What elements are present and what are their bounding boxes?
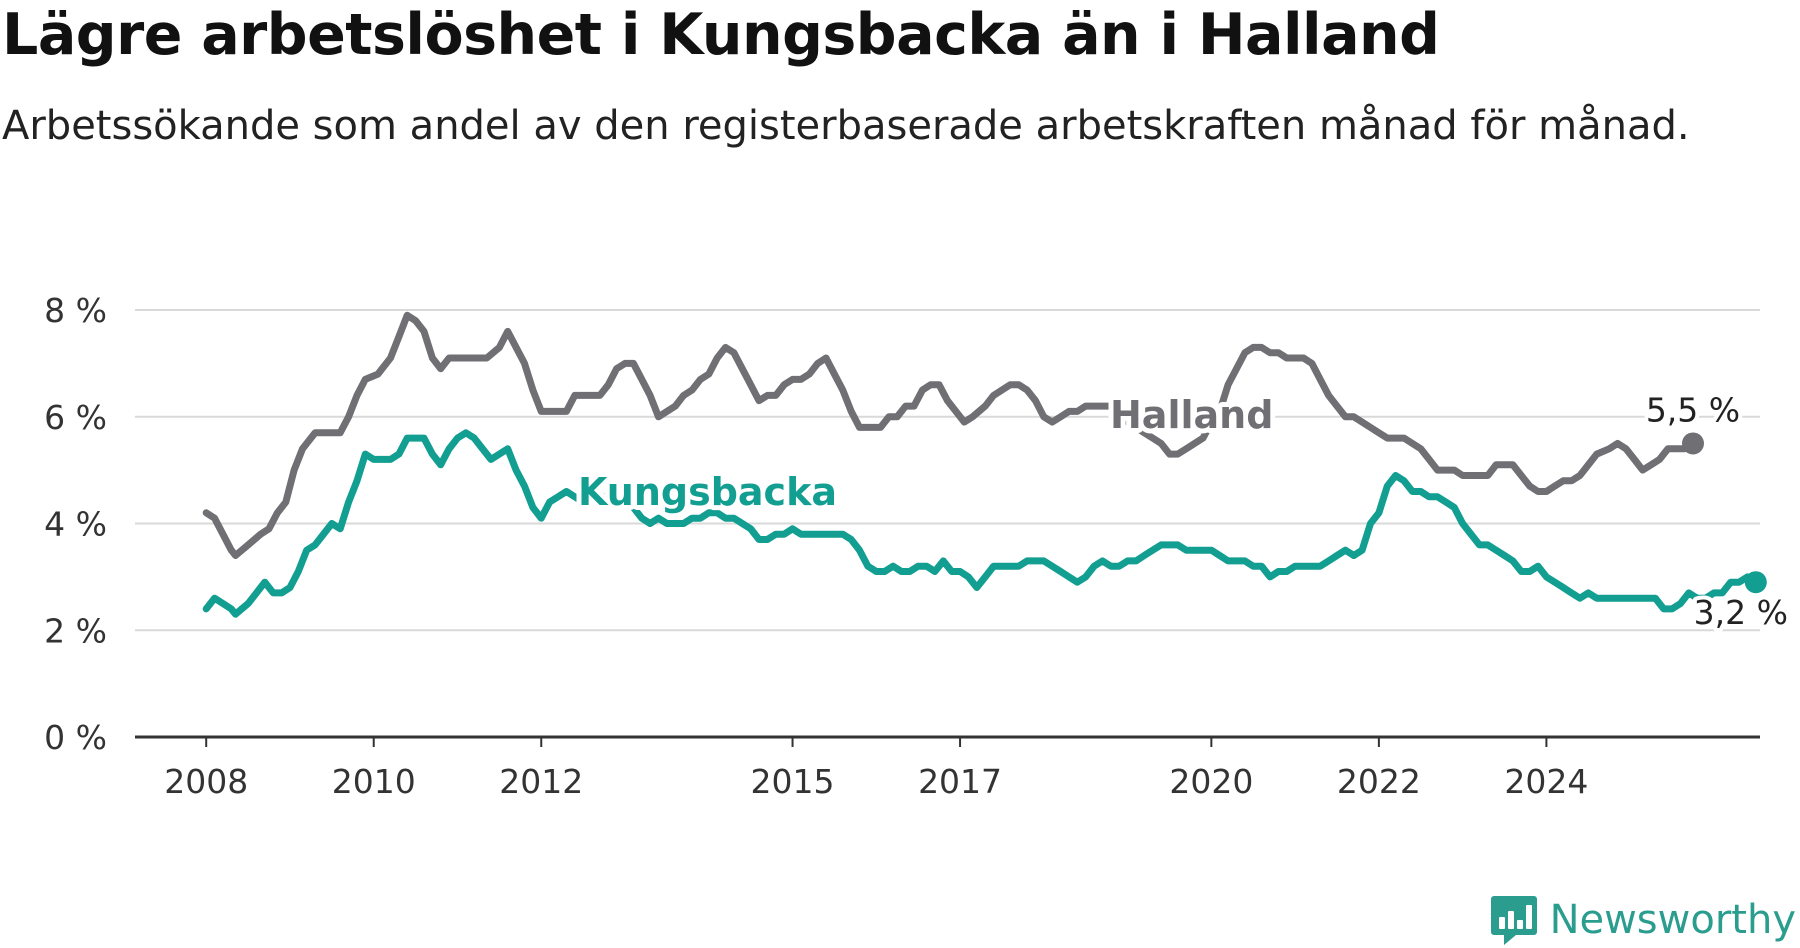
end-value-label-halland: 5,5 % bbox=[1646, 390, 1740, 429]
x-tick-label: 2010 bbox=[332, 762, 416, 801]
y-axis-ticks: 0 % 2 % 4 % 6 % 8 % bbox=[44, 291, 107, 757]
y-tick-label: 8 % bbox=[44, 291, 107, 330]
end-point-kungsbacka bbox=[1744, 571, 1767, 594]
series-lines bbox=[202, 311, 1767, 618]
series-line-halland bbox=[202, 311, 1697, 559]
x-tick-label: 2015 bbox=[751, 762, 835, 801]
series-label-halland: Halland bbox=[1110, 393, 1273, 437]
newsworthy-logo-icon bbox=[1490, 896, 1537, 945]
y-tick-label: 2 % bbox=[44, 611, 107, 650]
x-tick-label: 2017 bbox=[918, 762, 1002, 801]
x-tick-label: 2020 bbox=[1169, 762, 1253, 801]
end-point-halland bbox=[1681, 432, 1704, 455]
chart-title: Lägre arbetslöshet i Kungsbacka än i Hal… bbox=[2, 2, 1440, 68]
x-tick-label: 2012 bbox=[499, 762, 583, 801]
y-tick-label: 6 % bbox=[44, 398, 107, 437]
x-axis-ticks: 2008 2010 2012 2015 2017 2020 2022 2024 bbox=[164, 737, 1588, 801]
y-tick-label: 4 % bbox=[44, 505, 107, 544]
x-tick-label: 2022 bbox=[1337, 762, 1421, 801]
newsworthy-brand: Newsworthy bbox=[1490, 894, 1796, 946]
end-value-label-kungsbacka: 3,2 % bbox=[1694, 593, 1788, 632]
y-tick-label: 0 % bbox=[44, 718, 107, 757]
chart-subtitle: Arbetssökande som andel av den registerb… bbox=[2, 103, 1690, 149]
series-labels: Halland 5,5 % Kungsbacka 3,2 % bbox=[573, 386, 1792, 636]
gridlines bbox=[135, 309, 1760, 632]
series-label-kungsbacka: Kungsbacka bbox=[578, 470, 837, 514]
x-tick-label: 2024 bbox=[1504, 762, 1588, 801]
series-line-kungsbacka bbox=[202, 429, 1760, 618]
brand-name: Newsworthy bbox=[1549, 897, 1796, 943]
x-tick-label: 2008 bbox=[164, 762, 248, 801]
